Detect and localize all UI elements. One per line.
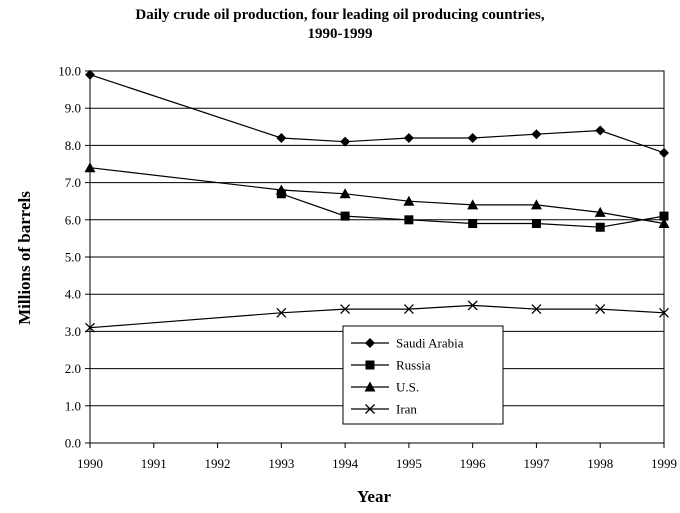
x-tick-label: 1995: [396, 456, 422, 471]
y-axis-label: Millions of barrels: [15, 191, 34, 325]
x-tick-label: 1994: [332, 456, 359, 471]
x-axis-label: Year: [357, 487, 391, 506]
plot-frame: [89, 70, 665, 444]
data-point-u-s: [467, 199, 479, 210]
x-tick-label: 1992: [205, 456, 231, 471]
data-point-u-s: [403, 195, 415, 206]
series-line-saudi-arabia: [89, 74, 665, 154]
data-point-saudi-arabia: [595, 125, 606, 136]
y-tick-label: 0.0: [65, 436, 81, 451]
data-point-saudi-arabia: [467, 132, 478, 143]
series-line-iran: [89, 304, 665, 329]
x-tick-label: 1998: [587, 456, 613, 471]
x-tick-label: 1993: [268, 456, 294, 471]
chart-title-line1: Daily crude oil production, four leading…: [135, 7, 545, 23]
data-point-saudi-arabia: [276, 132, 287, 143]
chart-title: Daily crude oil production, four leading…: [0, 6, 680, 44]
data-point-u-s: [530, 199, 542, 210]
y-tick-label: 1.0: [65, 398, 81, 413]
data-point-iran: [531, 304, 542, 315]
legend-marker-iran: [365, 404, 375, 414]
x-tick-label: 1996: [460, 456, 487, 471]
data-point-russia: [531, 219, 541, 229]
y-tick-label: 9.0: [65, 101, 81, 116]
data-point-saudi-arabia: [340, 136, 351, 147]
series-iran: [85, 300, 669, 333]
legend-marker-saudi-arabia: [365, 338, 375, 348]
x-tick-label: 1991: [141, 456, 167, 471]
data-point-iran: [467, 300, 478, 311]
data-point-iran: [595, 304, 606, 315]
data-point-iran: [276, 307, 287, 318]
legend-item-russia: Russia: [351, 358, 431, 373]
data-point-russia: [595, 222, 605, 232]
y-tick-label: 10.0: [58, 64, 81, 79]
series-u-s: [84, 162, 670, 229]
data-point-russia: [340, 211, 350, 221]
legend-item-u-s: U.S.: [351, 380, 419, 395]
legend: Saudi Arabia Russia U.S. Iran: [342, 325, 504, 425]
series-russia: [276, 189, 669, 232]
data-point-u-s: [275, 184, 287, 195]
y-tick-label: 5.0: [65, 250, 81, 265]
legend-item-iran: Iran: [351, 402, 417, 417]
legend-marker-u-s: [364, 381, 376, 392]
legend-label: Russia: [396, 358, 431, 373]
x-tick-label: 1990: [77, 456, 103, 471]
series-saudi-arabia: [85, 69, 669, 158]
data-point-u-s: [594, 206, 606, 217]
legend-item-saudi-arabia: Saudi Arabia: [351, 336, 464, 351]
y-tick-label: 6.0: [65, 212, 81, 227]
legend-label: U.S.: [396, 380, 419, 395]
legend-label: Saudi Arabia: [396, 336, 464, 351]
data-point-iran: [403, 304, 414, 315]
data-point-saudi-arabia: [531, 129, 542, 140]
y-tick-label: 4.0: [65, 287, 81, 302]
y-tick-label: 8.0: [65, 138, 81, 153]
data-point-iran: [340, 304, 351, 315]
data-point-russia: [468, 219, 478, 229]
y-tick-label: 3.0: [65, 324, 81, 339]
data-point-russia: [404, 215, 414, 225]
chart-title-line2: 1990-1999: [307, 26, 373, 42]
data-point-saudi-arabia: [403, 132, 414, 143]
x-tick-label: 1999: [651, 456, 677, 471]
y-tick-label: 7.0: [65, 175, 81, 190]
y-tick-label: 2.0: [65, 361, 81, 376]
legend-label: Iran: [396, 402, 417, 417]
legend-marker-russia: [365, 360, 375, 370]
series-line-u-s: [89, 167, 665, 225]
data-point-u-s: [339, 188, 351, 199]
axes: 0.0 1.0 2.0 3.0 4.0 5.0 6.0 7.0 8.0 9.0 10.0 1990 19…: [58, 64, 677, 472]
series-lines: [84, 69, 670, 333]
x-tick-label: 1997: [523, 456, 550, 471]
